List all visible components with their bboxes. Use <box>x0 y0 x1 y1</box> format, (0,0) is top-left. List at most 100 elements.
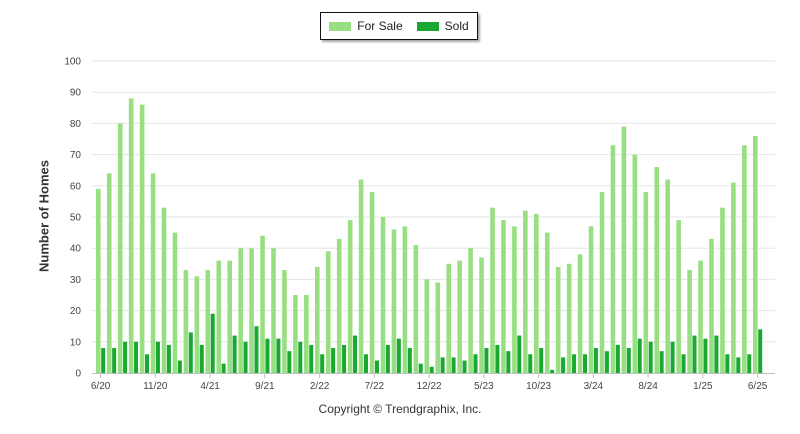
bar-sold[interactable] <box>331 348 336 373</box>
bar-for-sale[interactable] <box>325 251 331 373</box>
bar-for-sale[interactable] <box>347 220 353 373</box>
bar-for-sale[interactable] <box>315 266 320 373</box>
bar-sold[interactable] <box>374 360 379 373</box>
bar-for-sale[interactable] <box>742 145 747 373</box>
bar-sold[interactable] <box>440 357 445 373</box>
bar-sold[interactable] <box>561 357 566 373</box>
bar-for-sale[interactable] <box>687 270 692 373</box>
bar-sold[interactable] <box>681 354 686 373</box>
bar-for-sale[interactable] <box>676 220 681 373</box>
bar-for-sale[interactable] <box>588 226 594 373</box>
bar-sold[interactable] <box>418 363 423 373</box>
bar-for-sale[interactable] <box>490 207 495 373</box>
bar-for-sale[interactable] <box>709 238 714 373</box>
bar-for-sale[interactable] <box>501 220 506 373</box>
bar-for-sale[interactable] <box>534 213 539 373</box>
bar-sold[interactable] <box>758 329 763 373</box>
bar-sold[interactable] <box>747 354 752 373</box>
legend-item-sold[interactable]: Sold <box>416 19 469 33</box>
bar-sold[interactable] <box>385 344 390 373</box>
bar-sold[interactable] <box>287 351 292 373</box>
bar-sold[interactable] <box>407 348 412 373</box>
bar-for-sale[interactable] <box>610 145 616 373</box>
bar-for-sale[interactable] <box>128 98 134 373</box>
bar-sold[interactable] <box>528 354 533 373</box>
bar-sold[interactable] <box>451 357 456 373</box>
bar-sold[interactable] <box>637 338 642 373</box>
bar-sold[interactable] <box>670 341 675 373</box>
bar-for-sale[interactable] <box>391 229 397 373</box>
bar-sold[interactable] <box>626 348 631 373</box>
bar-for-sale[interactable] <box>369 192 375 373</box>
bar-for-sale[interactable] <box>304 295 309 373</box>
bar-for-sale[interactable] <box>698 260 703 373</box>
bar-for-sale[interactable] <box>96 188 101 373</box>
bar-for-sale[interactable] <box>555 266 561 373</box>
bar-for-sale[interactable] <box>544 232 550 373</box>
bar-sold[interactable] <box>495 344 500 373</box>
bar-sold[interactable] <box>188 332 193 373</box>
bar-sold[interactable] <box>243 341 248 373</box>
bar-for-sale[interactable] <box>577 254 583 373</box>
bar-for-sale[interactable] <box>293 295 298 373</box>
bar-for-sale[interactable] <box>282 270 287 373</box>
bar-sold[interactable] <box>593 348 598 373</box>
bar-sold[interactable] <box>221 363 226 373</box>
bar-sold[interactable] <box>342 344 347 373</box>
bar-sold[interactable] <box>615 344 620 373</box>
bar-for-sale[interactable] <box>731 182 736 373</box>
bar-for-sale[interactable] <box>457 260 462 373</box>
bar-sold[interactable] <box>604 351 609 373</box>
bar-sold[interactable] <box>254 326 259 373</box>
bar-for-sale[interactable] <box>238 248 243 373</box>
bar-for-sale[interactable] <box>424 279 430 373</box>
bar-sold[interactable] <box>473 354 478 373</box>
bar-sold[interactable] <box>659 351 664 373</box>
bar-for-sale[interactable] <box>183 270 189 373</box>
bar-sold[interactable] <box>506 351 511 373</box>
bar-for-sale[interactable] <box>106 173 112 373</box>
bar-for-sale[interactable] <box>654 167 660 373</box>
bar-for-sale[interactable] <box>150 173 156 373</box>
bar-sold[interactable] <box>364 354 368 373</box>
bar-for-sale[interactable] <box>753 135 758 373</box>
bar-for-sale[interactable] <box>216 260 222 373</box>
bar-sold[interactable] <box>177 360 182 373</box>
bar-sold[interactable] <box>396 338 401 373</box>
bar-for-sale[interactable] <box>643 192 649 373</box>
bar-for-sale[interactable] <box>249 248 254 373</box>
bar-sold[interactable] <box>265 338 270 373</box>
bar-for-sale[interactable] <box>205 270 211 373</box>
bar-sold[interactable] <box>550 369 555 373</box>
bar-for-sale[interactable] <box>172 232 178 373</box>
bar-sold[interactable] <box>572 354 577 373</box>
bar-for-sale[interactable] <box>117 123 123 374</box>
bar-sold[interactable] <box>462 360 467 373</box>
bar-sold[interactable] <box>320 354 325 373</box>
bar-sold[interactable] <box>714 335 719 373</box>
bar-sold[interactable] <box>101 348 106 373</box>
bar-for-sale[interactable] <box>446 263 451 373</box>
bar-sold[interactable] <box>123 341 128 373</box>
bar-for-sale[interactable] <box>413 245 419 373</box>
bar-for-sale[interactable] <box>479 257 484 373</box>
bar-sold[interactable] <box>429 366 434 373</box>
bar-for-sale[interactable] <box>194 276 200 373</box>
bar-for-sale[interactable] <box>380 217 386 373</box>
bar-sold[interactable] <box>353 335 358 373</box>
bar-for-sale[interactable] <box>632 154 638 373</box>
bar-for-sale[interactable] <box>599 192 605 373</box>
bar-for-sale[interactable] <box>260 235 265 373</box>
bar-for-sale[interactable] <box>139 104 145 374</box>
bar-sold[interactable] <box>309 344 314 373</box>
bar-sold[interactable] <box>298 341 303 373</box>
bar-for-sale[interactable] <box>435 282 441 373</box>
bar-sold[interactable] <box>725 354 730 373</box>
bar-sold[interactable] <box>276 338 281 373</box>
bar-sold[interactable] <box>539 348 544 373</box>
bar-sold[interactable] <box>232 335 237 373</box>
bar-sold[interactable] <box>145 354 149 373</box>
bar-for-sale[interactable] <box>227 260 232 373</box>
legend-item-for-sale[interactable]: For Sale <box>329 19 403 33</box>
bar-for-sale[interactable] <box>523 210 528 373</box>
